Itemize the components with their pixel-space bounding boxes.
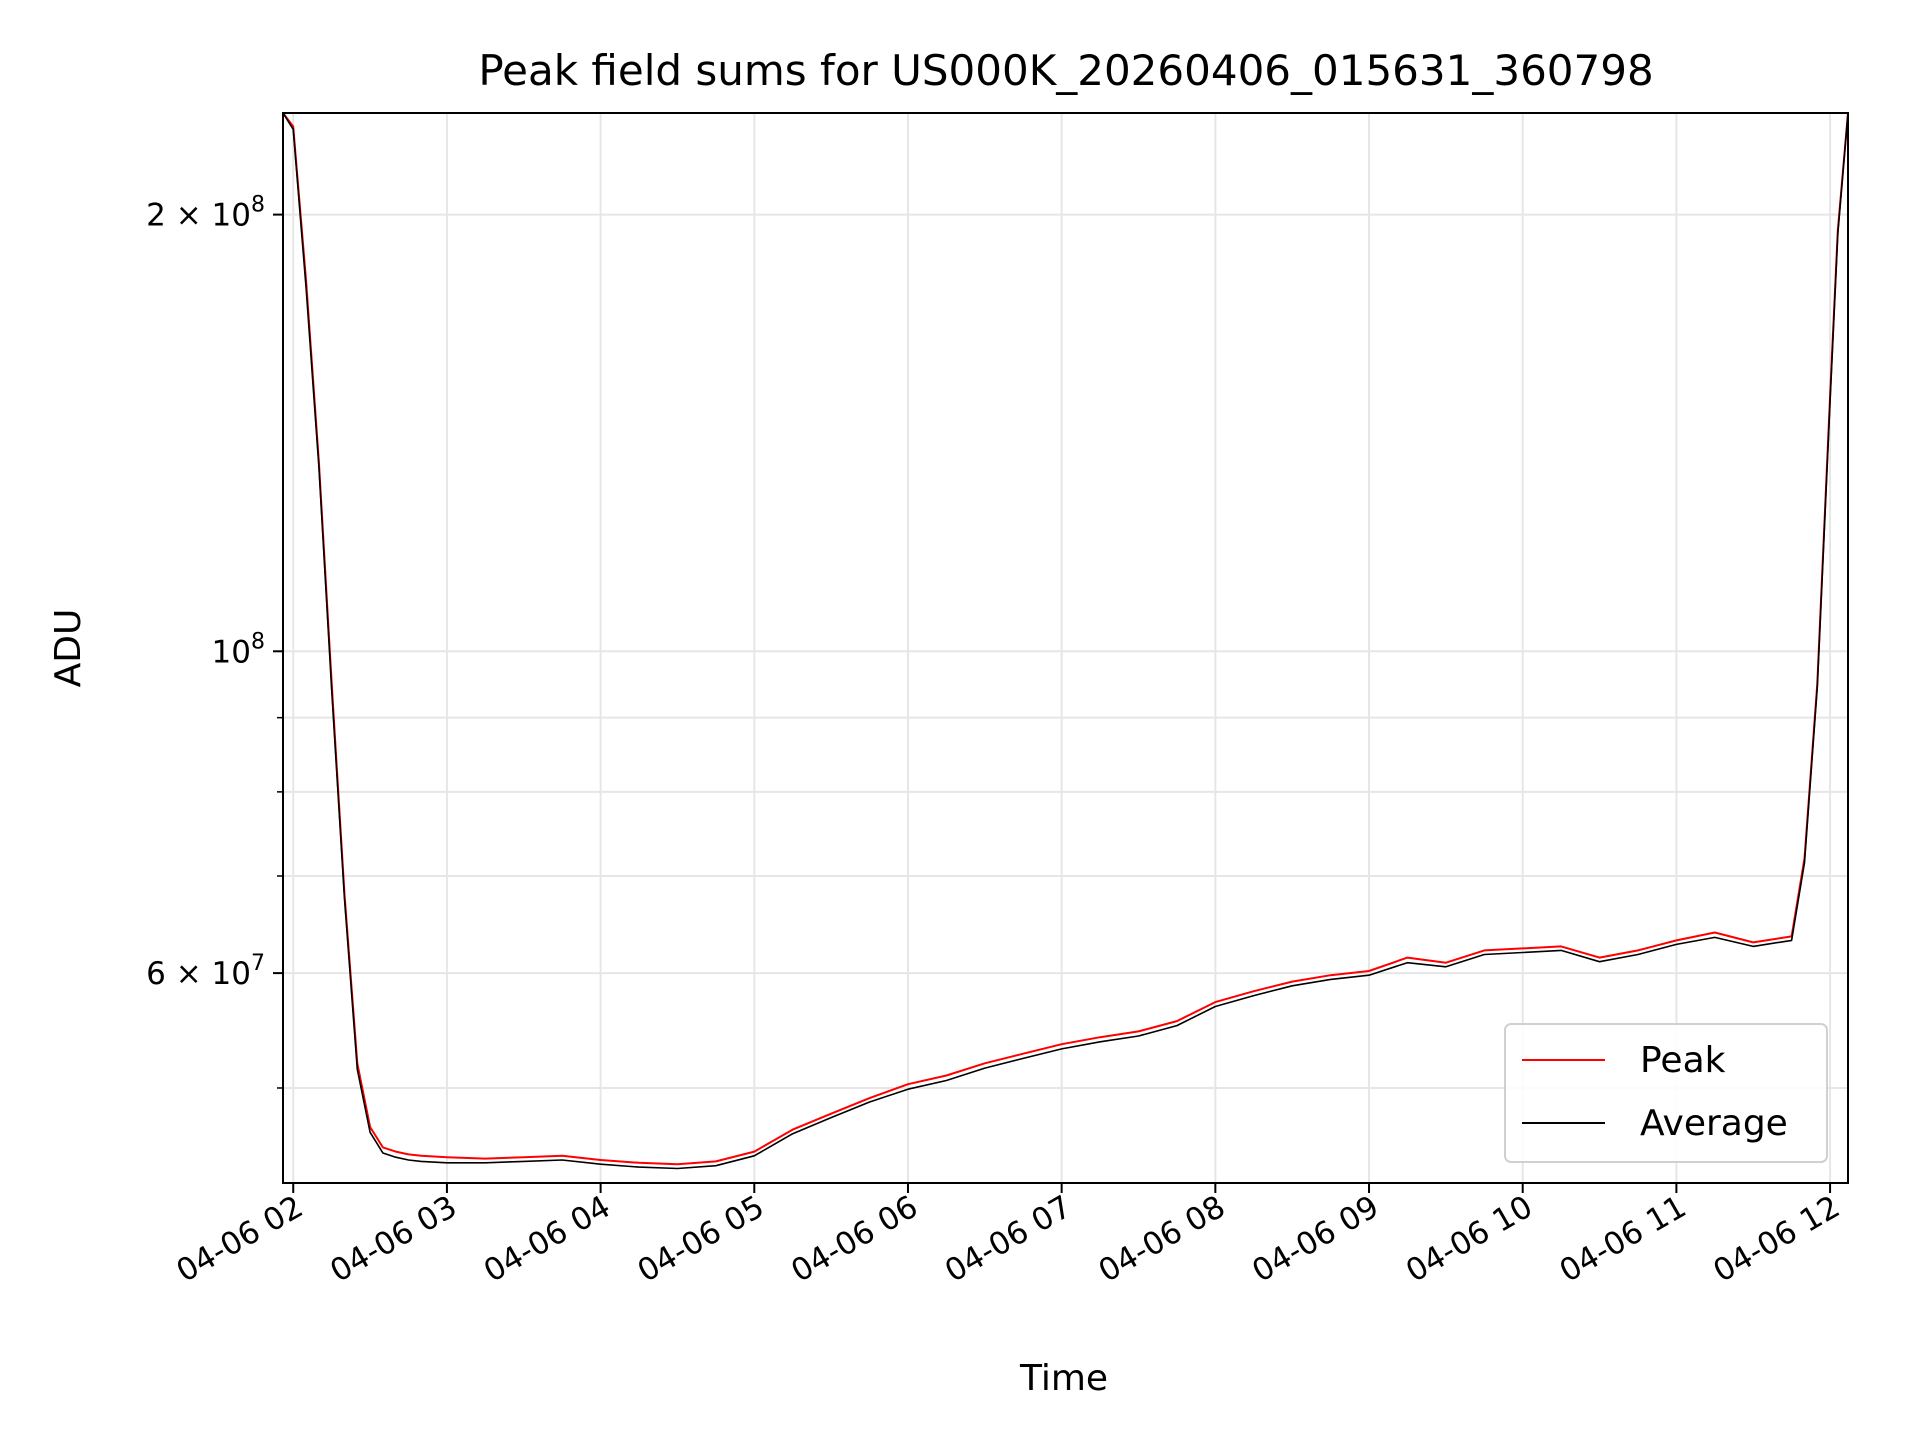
grid bbox=[283, 113, 1848, 1183]
chart-title: Peak field sums for US000K_20260406_0156… bbox=[478, 46, 1653, 95]
y-tick-label: 2 × 108 bbox=[146, 193, 265, 234]
y-tick-label: 6 × 107 bbox=[146, 951, 265, 992]
legend-peak-label: Peak bbox=[1640, 1040, 1726, 1081]
y-axis-ticks: 2 × 108 108 6 × 107 bbox=[146, 193, 283, 1089]
series-line-peak bbox=[283, 113, 1848, 1166]
legend: Peak Average bbox=[1504, 1023, 1828, 1163]
plot-frame bbox=[282, 112, 1849, 1184]
x-axis-label: Time bbox=[1019, 1358, 1108, 1399]
legend-average-label: Average bbox=[1640, 1103, 1788, 1144]
series-line-average bbox=[283, 113, 1848, 1170]
y-tick-label: 108 bbox=[212, 629, 265, 670]
legend-box bbox=[1504, 1023, 1828, 1163]
y-axis-label: ADU bbox=[48, 609, 89, 688]
plot-area bbox=[283, 113, 1848, 1170]
